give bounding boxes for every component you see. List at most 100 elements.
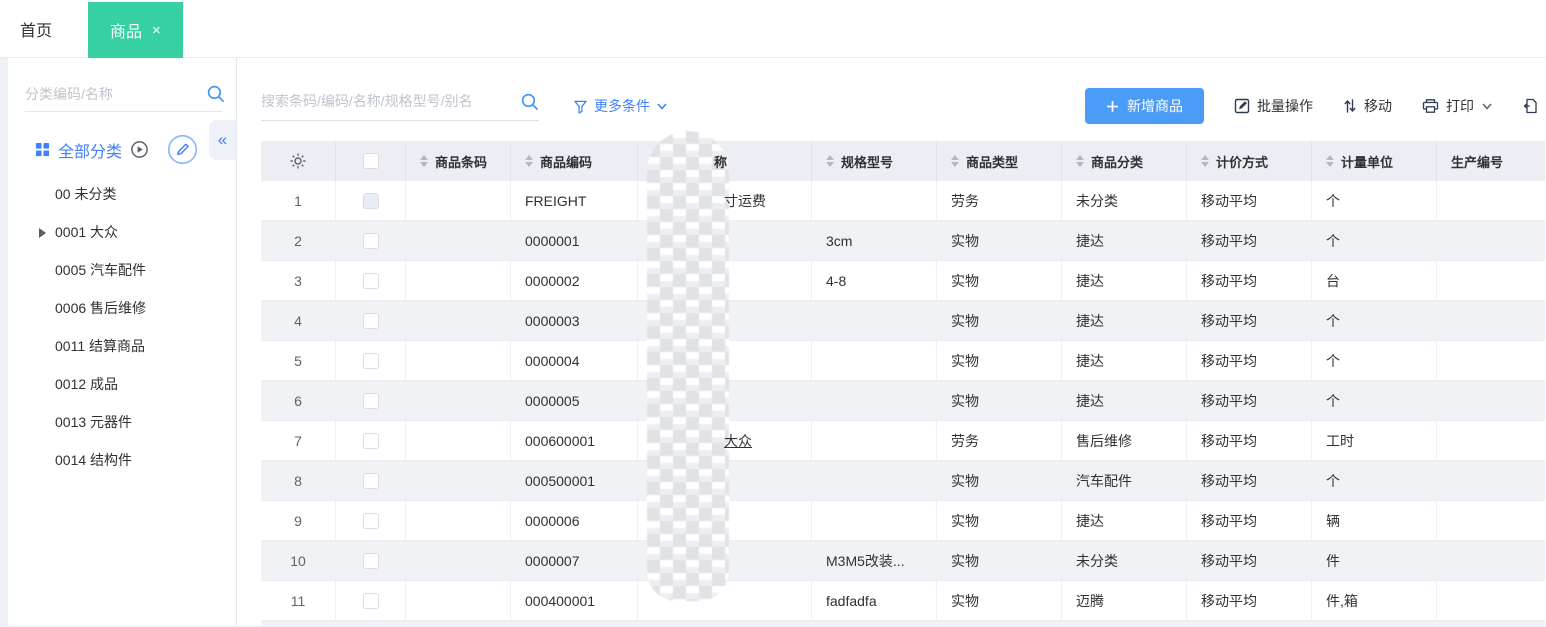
sidebar-collapse-button[interactable]: « (209, 120, 236, 160)
move-button[interactable]: 移动 (1343, 96, 1392, 116)
row-checkbox[interactable] (362, 472, 379, 489)
cell-code: 0000005 (511, 381, 638, 420)
table-row: 6 0000005 实物 捷达 移动平均个 (261, 381, 1545, 421)
row-checkbox[interactable] (362, 512, 379, 529)
row-number: 11 (261, 581, 336, 620)
column-header[interactable]: 商品条码 (406, 141, 511, 181)
cell-unit: 台 (1312, 261, 1437, 300)
column-header-label: 商品类型 (966, 154, 1019, 170)
sidebar-item-0005[interactable]: 0005 汽车配件 (8, 251, 236, 289)
cell-type: 实物 (937, 461, 1062, 500)
sort-asc-icon (1326, 155, 1334, 160)
sidebar-item-0012[interactable]: 0012 成品 (8, 365, 236, 403)
cell-spec (812, 501, 937, 540)
row-number: 4 (261, 301, 336, 340)
sort-icon[interactable] (1201, 155, 1209, 167)
row-checkbox[interactable] (362, 192, 379, 209)
cell-name (638, 301, 812, 340)
expand-arrow-icon[interactable] (39, 228, 46, 238)
cell-type: 实物 (937, 541, 1062, 580)
sidebar-item-0014[interactable]: 0014 结构件 (8, 441, 236, 479)
row-checkbox[interactable] (362, 272, 379, 289)
cell-name (638, 261, 812, 300)
print-button[interactable]: 打印 (1422, 96, 1493, 116)
row-checkbox[interactable] (362, 592, 379, 609)
cell-name-visible-text[interactable]: 大众 (724, 432, 752, 449)
import-export-button[interactable]: 导 (1523, 96, 1546, 116)
row-checkbox-cell (336, 461, 406, 500)
cell-unit: 辆 (1312, 501, 1437, 540)
column-header[interactable]: 商品分类 (1062, 141, 1187, 181)
sidebar-item-0013[interactable]: 0013 元器件 (8, 403, 236, 441)
sort-icon[interactable] (1326, 155, 1334, 167)
row-checkbox[interactable] (362, 312, 379, 329)
sort-icon[interactable] (420, 155, 428, 167)
sidebar-item-0006[interactable]: 0006 售后维修 (8, 289, 236, 327)
play-circle-icon[interactable] (130, 140, 149, 159)
cell-spec: 3cm (812, 221, 937, 260)
sidebar-item-0001[interactable]: 0001 大众 (8, 213, 236, 251)
column-header[interactable]: 计量单位 (1312, 141, 1437, 181)
row-checkbox[interactable] (362, 552, 379, 569)
cell-spec: 4-8 (812, 261, 937, 300)
batch-edit-icon (1234, 98, 1250, 114)
column-header[interactable]: 商品编码 (511, 141, 638, 181)
cell-prod (1437, 221, 1545, 260)
sort-icon[interactable] (1076, 155, 1084, 167)
product-search-input[interactable] (261, 93, 520, 109)
tab-goods[interactable]: 商品 × (88, 2, 183, 58)
cell-unit: 个 (1312, 381, 1437, 420)
row-checkbox[interactable] (362, 232, 379, 249)
cell-spec (812, 381, 937, 420)
row-checkbox[interactable] (362, 432, 379, 449)
sidebar-item-00[interactable]: 00 未分类 (8, 175, 236, 213)
cell-spec (812, 341, 937, 380)
cell-barcode (406, 261, 511, 300)
plus-icon (1106, 100, 1119, 113)
sort-icon[interactable] (826, 155, 834, 167)
cell-pricing: 移动平均 (1187, 341, 1312, 380)
column-header[interactable]: 规格型号 (812, 141, 937, 181)
sidebar-item-0011[interactable]: 0011 结算商品 (8, 327, 236, 365)
add-product-button[interactable]: 新增商品 (1085, 88, 1204, 124)
edit-category-icon[interactable] (167, 134, 198, 165)
category-search-input[interactable] (25, 85, 206, 102)
search-icon[interactable] (206, 84, 225, 103)
cell-type: 劳务 (937, 421, 1062, 460)
batch-operations-button[interactable]: 批量操作 (1234, 96, 1313, 116)
cell-name: 寸运费 (638, 181, 812, 220)
row-checkbox[interactable] (362, 392, 379, 409)
cell-type: 实物 (937, 501, 1062, 540)
column-header-label: 称 (714, 154, 728, 170)
partial-next-row (261, 621, 1545, 626)
column-header[interactable]: 商品类型 (937, 141, 1062, 181)
cell-category: 捷达 (1062, 301, 1187, 340)
column-header[interactable]: 计价方式 (1187, 141, 1312, 181)
sort-asc-icon (826, 155, 834, 160)
row-checkbox-cell (336, 341, 406, 380)
sort-asc-icon (1076, 155, 1084, 160)
sort-icon[interactable] (525, 155, 533, 167)
sort-desc-icon (826, 162, 834, 167)
row-number: 1 (261, 181, 336, 220)
row-checkbox[interactable] (362, 352, 379, 369)
all-categories-label[interactable]: 全部分类 (58, 143, 123, 161)
table-row: 9 0000006 实物 捷达 移动平均辆 (261, 501, 1545, 541)
tab-home[interactable]: 首页 (0, 0, 72, 57)
sort-icon[interactable] (951, 155, 959, 167)
product-search (261, 92, 539, 121)
sort-asc-icon (951, 155, 959, 160)
close-icon[interactable]: × (152, 21, 161, 39)
cell-barcode (406, 421, 511, 460)
batch-operations-label: 批量操作 (1257, 98, 1313, 114)
row-checkbox-cell (336, 261, 406, 300)
select-all-checkbox[interactable] (362, 153, 379, 169)
search-icon[interactable] (520, 92, 539, 111)
print-label: 打印 (1446, 98, 1474, 114)
cell-pricing: 移动平均 (1187, 261, 1312, 300)
cell-prod (1437, 301, 1545, 340)
more-filters-button[interactable]: 更多条件 (573, 96, 668, 116)
table-row: 8 000500001 实物 汽车配件 移动平均个 (261, 461, 1545, 501)
gear-icon[interactable] (289, 152, 307, 170)
censored-name-column-overlay (647, 131, 729, 601)
